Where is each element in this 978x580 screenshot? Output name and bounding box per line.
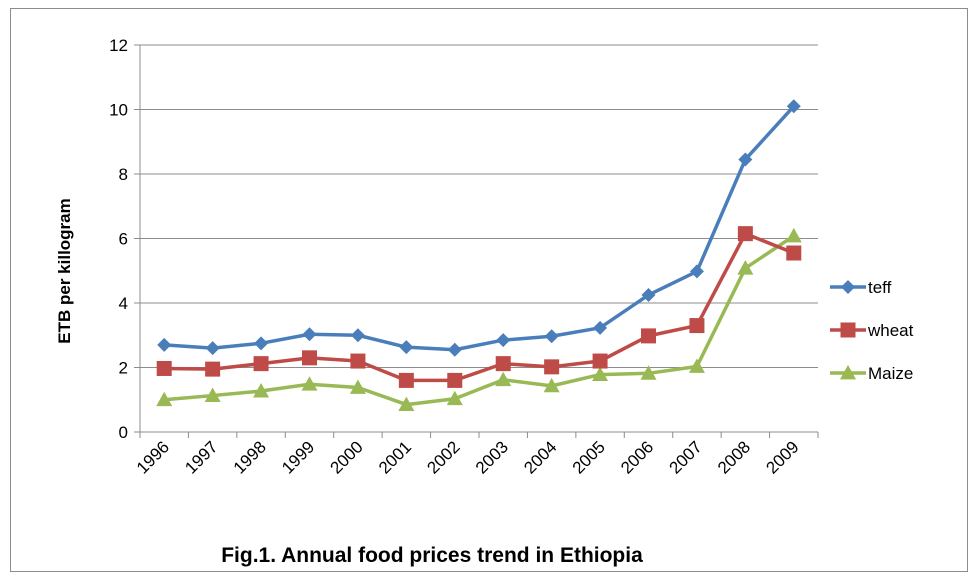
x-tick-label: 2006 — [617, 437, 657, 477]
data-point-maize — [495, 371, 512, 387]
data-point-maize — [592, 366, 609, 381]
data-point-maize — [688, 358, 705, 373]
data-point-maize — [785, 227, 802, 243]
data-point-teff — [786, 99, 801, 114]
axes — [134, 44, 819, 438]
grid-lines — [140, 44, 818, 368]
legend-label: wheat — [867, 321, 914, 340]
data-point-wheat — [156, 360, 172, 376]
data-point-maize — [446, 390, 463, 406]
data-point-teff — [157, 337, 172, 352]
data-point-maize — [543, 377, 560, 393]
data-point-wheat — [544, 359, 560, 375]
legend-marker — [840, 322, 856, 338]
x-tick-label: 2007 — [666, 437, 706, 477]
y-tick-label: 0 — [119, 423, 128, 442]
data-point-teff — [254, 336, 269, 351]
series-lines — [164, 105, 796, 407]
data-point-wheat — [592, 353, 608, 369]
data-point-wheat — [398, 372, 414, 388]
data-point-wheat — [786, 245, 802, 261]
data-point-teff — [496, 333, 511, 348]
legend-marker — [840, 365, 856, 380]
x-tick-label: 2000 — [327, 437, 367, 477]
data-point-maize — [156, 391, 173, 407]
legend: teff wheat Maize — [830, 278, 914, 383]
y-axis-title: ETB per killogram — [55, 198, 74, 343]
series-line-wheat — [164, 231, 795, 383]
data-point-wheat — [253, 356, 269, 372]
y-tick-label: 4 — [119, 294, 128, 313]
data-point-maize — [349, 379, 366, 394]
data-point-wheat — [205, 361, 221, 377]
x-tick-label: 1998 — [230, 437, 270, 477]
data-point-wheat — [350, 353, 366, 369]
x-tick-label: 2004 — [520, 437, 560, 477]
series-line-teff — [164, 105, 796, 352]
legend-marker — [841, 280, 855, 294]
x-tick-label: 2001 — [375, 437, 415, 477]
y-tick-label: 12 — [109, 36, 128, 55]
data-point-wheat — [641, 328, 656, 344]
series-line-maize — [164, 234, 795, 407]
series-markers — [156, 99, 802, 411]
data-point-maize — [204, 387, 221, 402]
x-tick-label: 2008 — [714, 437, 754, 477]
x-tick-label: 2009 — [762, 437, 802, 477]
data-point-teff — [302, 327, 317, 342]
x-tick-labels: 1996 1997 1998 1999 2000 2001 2002 2003 2004 2005… — [133, 437, 803, 477]
data-point-maize — [301, 376, 318, 391]
x-tick-label: 1999 — [278, 437, 318, 477]
y-tick-label: 8 — [119, 165, 128, 184]
chart-frame — [10, 8, 968, 572]
data-point-maize — [398, 396, 415, 411]
y-tick-label: 2 — [119, 359, 128, 378]
y-tick-label: 10 — [109, 101, 128, 120]
x-tick-label: 2002 — [423, 437, 463, 477]
data-point-wheat — [495, 356, 511, 372]
y-tick-label: 6 — [119, 230, 128, 249]
data-point-teff — [350, 328, 365, 343]
data-point-maize — [640, 365, 657, 380]
chart-caption: Fig.1. Annual food prices trend in Ethio… — [221, 544, 643, 567]
data-point-wheat — [689, 318, 705, 334]
data-point-teff — [447, 342, 462, 357]
data-point-teff — [641, 287, 656, 302]
legend-label: Maize — [868, 364, 913, 383]
data-point-teff — [738, 152, 753, 167]
data-point-teff — [689, 264, 704, 279]
x-tick-label: 2003 — [472, 437, 512, 477]
data-point-wheat — [447, 372, 463, 388]
data-point-wheat — [302, 350, 317, 366]
data-point-maize — [253, 383, 270, 398]
x-tick-label: 1997 — [181, 437, 221, 477]
data-point-wheat — [737, 226, 753, 242]
data-point-teff — [205, 341, 220, 356]
data-point-teff — [544, 329, 559, 344]
data-point-teff — [593, 320, 608, 335]
data-point-maize — [737, 260, 754, 275]
y-tick-labels: 0 2 4 6 8 10 12 — [109, 36, 128, 442]
x-tick-label: 1996 — [133, 437, 173, 477]
x-tick-label: 2005 — [569, 437, 609, 477]
data-point-teff — [399, 340, 414, 355]
legend-label: teff — [868, 278, 892, 297]
